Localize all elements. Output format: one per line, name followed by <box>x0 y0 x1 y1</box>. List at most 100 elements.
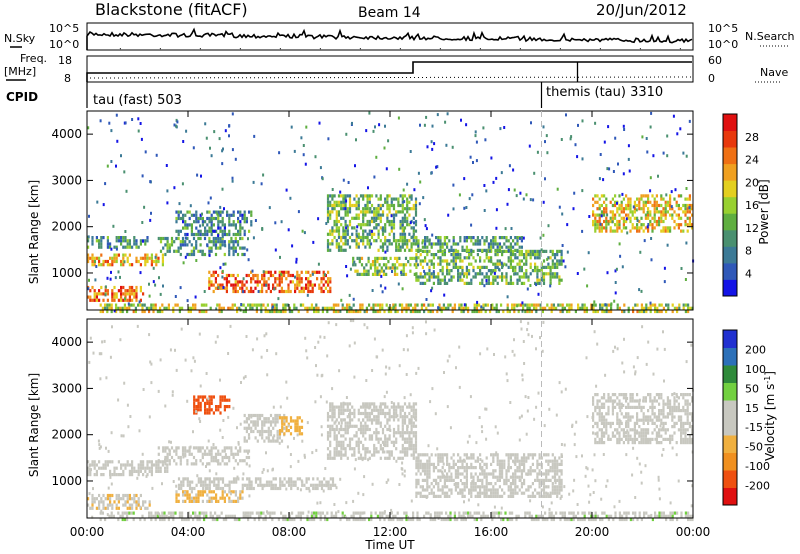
power-heat-cell <box>208 283 211 287</box>
power-scatter-cell <box>209 146 211 150</box>
power-heat-cell <box>366 210 369 214</box>
velocity-heat-cell <box>226 483 229 487</box>
power-heat-cell <box>568 309 571 314</box>
power-heat-cell <box>598 213 601 217</box>
velocity-heat-cell <box>384 415 387 419</box>
power-heat-cell <box>552 303 555 307</box>
power-heat-cell <box>397 197 400 201</box>
velocity-heat-cell <box>175 493 178 497</box>
power-heat-cell <box>135 289 138 293</box>
power-heat-cell <box>377 216 380 220</box>
power-heat-cell <box>454 248 457 252</box>
power-heat-cell <box>414 229 418 233</box>
power-heat-cell <box>208 220 211 224</box>
power-heat-cell <box>660 197 663 201</box>
power-heat-cell <box>208 280 211 284</box>
velocity-heat-cell <box>408 437 411 441</box>
power-scatter-cell <box>525 193 528 197</box>
power-heat-cell <box>391 266 394 270</box>
velocity-heat-cell <box>399 434 402 438</box>
velocity-heat-cell <box>368 456 371 460</box>
power-heat-cell <box>611 216 614 220</box>
power-heat-cell <box>232 286 235 290</box>
power-heat-cell <box>364 194 367 198</box>
power-heat-cell <box>647 213 650 217</box>
power-scatter-cell <box>619 254 622 258</box>
power-scatter-cell <box>312 240 315 244</box>
power-heat-cell <box>496 265 499 269</box>
power-heat-cell <box>518 253 521 257</box>
power-scatter-cell <box>212 229 215 233</box>
power-heat-cell <box>243 213 246 217</box>
power-heat-cell <box>651 229 654 233</box>
velocity-heat-cell <box>525 488 528 492</box>
velocity-heat-cell <box>263 429 266 434</box>
velocity-heat-cell <box>357 418 360 422</box>
power-heat-cell <box>128 295 131 299</box>
velocity-heat-cell <box>401 443 404 448</box>
velocity-heat-cell <box>658 393 661 397</box>
velocity-heat-cell <box>100 473 103 477</box>
power-heat-cell <box>331 242 334 246</box>
power-heat-cell <box>137 259 140 264</box>
power-scatter-cell <box>277 297 280 301</box>
power-heat-cell <box>464 303 467 307</box>
velocity-heat-cell <box>257 483 260 487</box>
power-heat-cell <box>135 242 138 246</box>
power-heat-cell <box>100 239 103 243</box>
power-scatter-cell <box>463 274 465 278</box>
velocity-heat-cell <box>329 427 332 432</box>
power-heat-cell <box>416 303 419 307</box>
power-heat-cell <box>370 306 373 310</box>
velocity-heat-cell <box>370 408 374 412</box>
power-heat-cell <box>146 253 149 257</box>
power-heat-cell <box>122 239 125 243</box>
velocity-heat-cell <box>228 499 231 503</box>
velocity-heat-cell <box>428 462 431 466</box>
power-heat-cell <box>232 283 235 287</box>
velocity-heat-cell <box>633 441 636 445</box>
velocity-heat-cell <box>333 437 336 441</box>
velocity-heat-cell <box>549 469 552 473</box>
power-heat-cell <box>451 306 454 310</box>
power-scatter-cell <box>474 134 477 138</box>
velocity-heat-cell <box>370 418 374 422</box>
power-heat-cell <box>322 289 325 294</box>
power-heat-cell <box>410 197 413 201</box>
noise-search-label: N.Search <box>745 30 795 43</box>
velocity-heat-cell <box>401 421 404 425</box>
velocity-heat-cell <box>388 434 391 438</box>
power-heat-cell <box>677 226 680 230</box>
velocity-heat-cell <box>285 419 288 423</box>
power-heat-cell <box>570 303 573 307</box>
power-scatter-cell <box>432 270 435 274</box>
velocity-heat-cell <box>252 423 255 427</box>
velocity-heat-cell <box>193 486 196 491</box>
velocity-heat-cell <box>120 497 123 501</box>
power-heat-cell <box>594 229 597 233</box>
power-heat-cell <box>348 235 352 240</box>
power-heat-cell <box>93 298 96 302</box>
velocity-heat-cell <box>658 434 661 438</box>
velocity-heat-cell <box>236 452 240 456</box>
power-scatter-cell <box>674 188 677 192</box>
velocity-heat-cell <box>204 395 207 399</box>
velocity-heat-cell <box>525 459 528 463</box>
power-scatter-cell <box>437 306 440 310</box>
power-heat-cell <box>673 197 676 201</box>
power-heat-cell <box>669 229 672 233</box>
power-scatter-cell <box>124 121 127 125</box>
velocity-heat-cell <box>340 411 343 416</box>
power-heat-cell <box>492 239 495 243</box>
velocity-heat-cell <box>237 496 240 500</box>
velocity-heat-cell <box>551 459 554 463</box>
velocity-heat-cell <box>252 420 255 424</box>
power-heat-cell <box>384 242 387 246</box>
power-scatter-cell <box>175 124 177 128</box>
power-heat-cell <box>421 281 424 285</box>
power-heat-cell <box>638 200 641 204</box>
power-heat-cell <box>680 229 683 233</box>
power-heat-cell <box>210 223 213 227</box>
velocity-heat-cell <box>199 405 202 409</box>
velocity-heat-cell <box>437 469 440 473</box>
